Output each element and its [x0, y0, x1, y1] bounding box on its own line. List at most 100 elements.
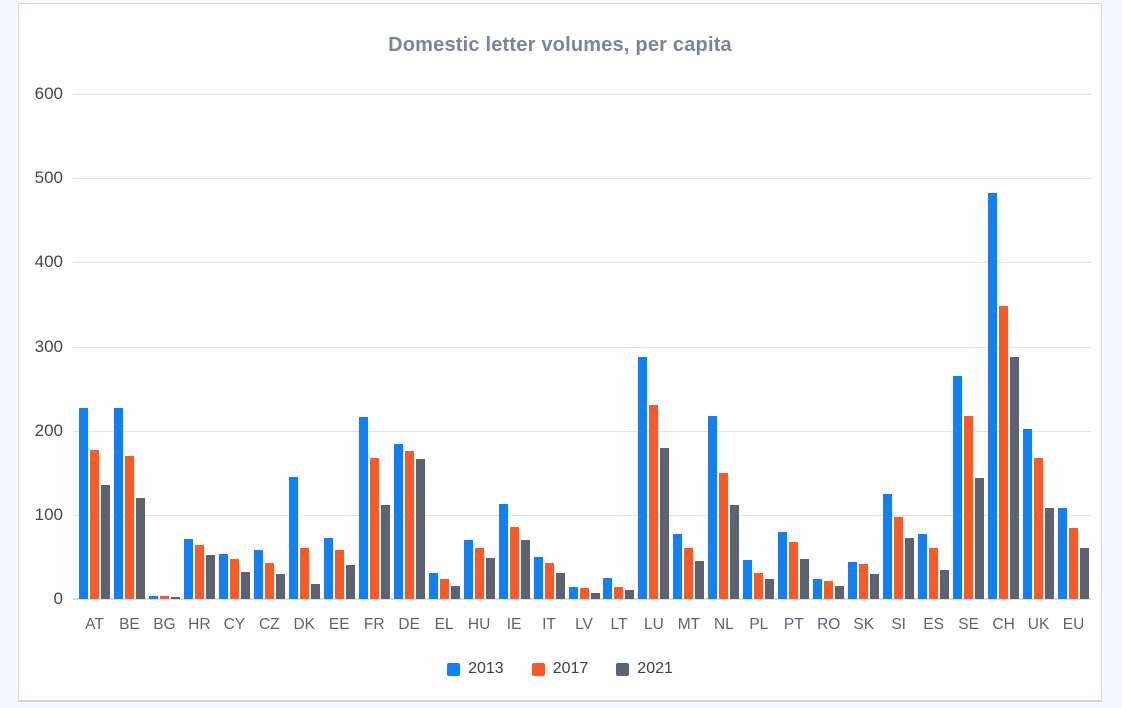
x-axis-label-PT: PT: [783, 616, 804, 633]
legend-label-2013: 2013: [468, 660, 504, 677]
chart-legend: 2013 2017 2021: [19, 660, 1101, 678]
bar-UK-2021: [1045, 508, 1055, 599]
bar-EL-2017: [439, 579, 449, 599]
bar-chart-plot-area: 0 100 200 300 400 500 600 AT BE BG HR CY CZ DK EE FR DE E…: [19, 4, 1101, 700]
bar-EE-2017: [334, 550, 344, 599]
gridline-y-0: [73, 598, 1091, 600]
x-axis-label-IT: IT: [542, 616, 556, 633]
x-axis-label-CH: CH: [992, 616, 1015, 633]
bar-SE-2013: [953, 376, 963, 599]
bar-IE-2021: [520, 540, 530, 599]
bar-EU-2013: [1058, 508, 1068, 599]
bar-FR-2013: [358, 417, 368, 599]
x-axis-label-CZ: CZ: [258, 616, 280, 633]
bar-PT-2013: [778, 532, 788, 599]
bar-BE-2013: [113, 408, 123, 599]
x-axis-label-RO: RO: [817, 616, 841, 633]
bar-LT-2013: [603, 578, 613, 599]
bar-EL-2021: [450, 586, 460, 599]
bar-RO-2021: [835, 586, 845, 599]
x-axis-label-IE: IE: [506, 616, 522, 633]
bar-BG-2017: [159, 596, 169, 599]
legend-swatch-2013: [447, 662, 461, 676]
bar-LV-2017: [579, 588, 589, 599]
bar-LU-2013: [638, 357, 648, 599]
bar-BE-2017: [124, 456, 134, 599]
bar-CH-2017: [999, 306, 1009, 599]
bar-EE-2021: [345, 565, 355, 599]
bar-EU-2017: [1069, 528, 1079, 599]
bar-LV-2013: [568, 587, 578, 599]
bar-CY-2021: [240, 572, 250, 599]
y-axis-tick-label-300: 300: [34, 336, 63, 356]
bar-SE-2017: [964, 416, 974, 599]
x-axis-label-ES: ES: [923, 616, 944, 633]
x-axis-label-MT: MT: [677, 616, 701, 633]
bar-IE-2013: [498, 504, 508, 599]
bar-SI-2021: [905, 538, 915, 599]
bar-EL-2013: [428, 573, 438, 599]
bar-CZ-2013: [253, 550, 263, 599]
bar-MT-2013: [673, 534, 683, 599]
bar-IT-2017: [544, 563, 554, 599]
bar-NL-2017: [719, 473, 729, 599]
gridline-y-100: [73, 514, 1091, 516]
legend-swatch-2021: [616, 662, 630, 676]
bar-BE-2021: [135, 498, 145, 599]
x-axis-label-PL: PL: [749, 616, 769, 633]
x-axis-label-FR: FR: [363, 616, 385, 633]
bar-LT-2017: [614, 587, 624, 599]
bar-IT-2021: [555, 573, 565, 599]
bar-MT-2017: [684, 548, 694, 599]
bar-EU-2021: [1080, 548, 1090, 599]
x-axis-label-BG: BG: [153, 616, 176, 633]
gridline-y-400: [73, 262, 1091, 264]
x-axis-label-LV: LV: [575, 616, 593, 633]
bar-NL-2021: [730, 505, 740, 599]
bar-HR-2021: [205, 555, 215, 599]
bar-SK-2021: [870, 574, 880, 599]
x-axis-label-DE: DE: [398, 616, 420, 633]
bar-UK-2013: [1023, 429, 1033, 599]
x-axis-label-HU: HU: [467, 616, 491, 633]
bar-PL-2013: [743, 560, 753, 599]
gridline-y-500: [73, 178, 1091, 180]
bar-ES-2013: [918, 534, 928, 599]
bar-AT-2021: [100, 485, 110, 599]
gridline-y-300: [73, 346, 1091, 348]
bar-PT-2017: [789, 542, 799, 599]
bar-EE-2013: [323, 538, 333, 599]
y-axis-tick-label-400: 400: [34, 252, 63, 272]
gridline-y-200: [73, 430, 1091, 432]
y-axis-tick-label-0: 0: [53, 589, 63, 608]
bar-CH-2013: [988, 193, 998, 599]
bar-SE-2021: [975, 478, 985, 599]
bar-DK-2021: [310, 584, 320, 599]
bar-IT-2013: [533, 557, 543, 599]
bar-LT-2021: [625, 590, 635, 599]
legend-item-2013: 2013: [447, 660, 504, 678]
x-axis-label-CY: CY: [223, 616, 246, 633]
x-axis-label-AT: AT: [85, 616, 104, 633]
legend-item-2021: 2021: [616, 660, 673, 678]
bar-SK-2013: [848, 562, 858, 599]
bar-FR-2021: [380, 505, 390, 599]
x-axis-label-SI: SI: [891, 616, 906, 633]
bar-BG-2013: [148, 596, 158, 599]
bar-NL-2013: [708, 416, 718, 599]
bar-HU-2017: [474, 548, 484, 599]
x-axis-label-LT: LT: [610, 616, 628, 633]
legend-swatch-2017: [531, 662, 545, 676]
bar-HU-2013: [463, 540, 473, 599]
bar-AT-2017: [89, 450, 99, 599]
x-axis-label-SE: SE: [958, 616, 979, 633]
bar-DK-2017: [299, 548, 309, 599]
bar-SI-2013: [883, 494, 893, 599]
bar-HR-2013: [183, 539, 193, 599]
x-axis-label-HR: HR: [188, 616, 211, 633]
bar-LU-2021: [660, 448, 670, 599]
chart-card: Domestic letter volumes, per capita 0 100…: [18, 3, 1102, 702]
y-axis-tick-label-600: 600: [34, 84, 63, 103]
legend-label-2017: 2017: [552, 660, 589, 677]
bar-FR-2017: [369, 458, 379, 599]
